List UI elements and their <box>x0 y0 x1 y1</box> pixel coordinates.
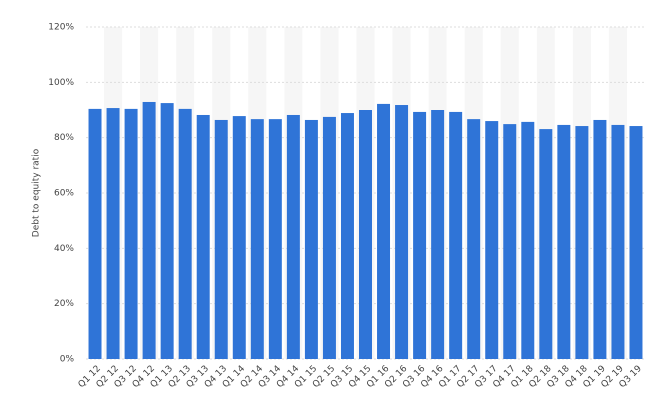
y-tick-label: 40% <box>54 244 74 254</box>
y-tick-label: 20% <box>54 299 74 309</box>
bar <box>521 121 535 359</box>
y-tick-label: 0% <box>60 355 75 365</box>
bar <box>503 124 517 359</box>
y-tick-label: 100% <box>48 78 74 88</box>
bar <box>88 108 102 359</box>
bar <box>539 129 553 359</box>
bar <box>340 113 354 359</box>
bar <box>232 116 246 359</box>
bar <box>629 126 643 360</box>
bar <box>431 110 445 359</box>
bar <box>395 105 409 360</box>
bar <box>467 119 481 359</box>
bar <box>413 111 427 359</box>
y-tick-label: 120% <box>48 23 74 33</box>
bar <box>575 126 589 360</box>
bar <box>485 121 499 359</box>
bar <box>322 116 336 360</box>
bar <box>593 119 607 360</box>
bar <box>214 119 228 360</box>
bar <box>124 108 138 359</box>
bar <box>359 110 372 359</box>
bar <box>377 103 391 359</box>
bar <box>557 124 571 359</box>
bar <box>449 111 463 359</box>
bar <box>611 124 625 359</box>
bar <box>160 103 174 359</box>
y-axis-label: Debt to equity ratio <box>32 148 42 237</box>
bar <box>286 114 300 359</box>
y-tick-label: 60% <box>54 189 74 199</box>
bar <box>106 108 120 360</box>
bar <box>250 119 264 359</box>
y-tick-label: 80% <box>54 133 74 143</box>
bar <box>268 119 282 359</box>
bar <box>142 101 156 359</box>
bar <box>196 114 210 359</box>
bar <box>178 108 192 359</box>
bar <box>304 119 318 360</box>
